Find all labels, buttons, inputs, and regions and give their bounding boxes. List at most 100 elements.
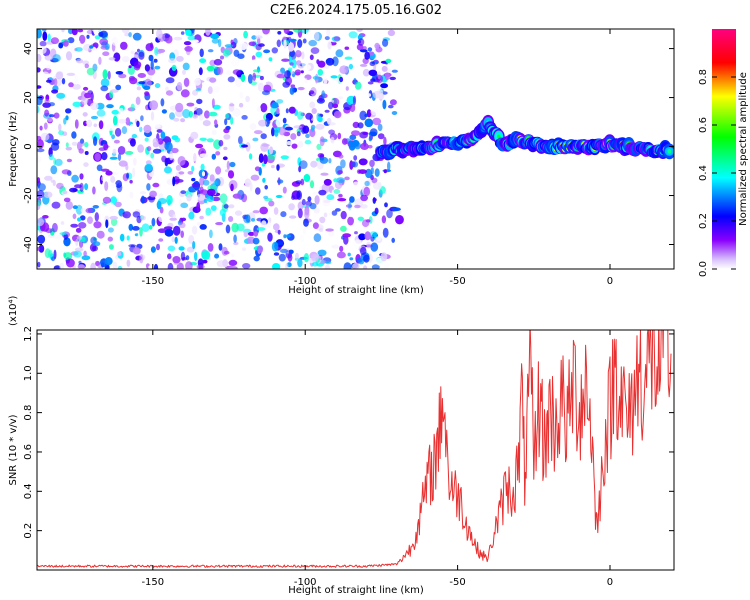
y-tick-label: 0.6 bbox=[23, 444, 34, 460]
noise-blob bbox=[182, 108, 191, 119]
noise-blob bbox=[104, 181, 109, 192]
noise-blob bbox=[242, 263, 251, 269]
noise-blob bbox=[300, 178, 305, 186]
noise-blob bbox=[37, 177, 41, 184]
noise-blob bbox=[261, 162, 266, 167]
noise-blob bbox=[316, 143, 322, 150]
noise-blob bbox=[381, 215, 387, 224]
noise-blob bbox=[263, 154, 268, 165]
noise-blob bbox=[354, 142, 361, 150]
noise-blob bbox=[224, 118, 228, 126]
noise-blob bbox=[303, 174, 311, 182]
noise-blob bbox=[383, 136, 387, 146]
noise-blob bbox=[79, 138, 85, 144]
noise-blob bbox=[37, 246, 40, 251]
noise-blob bbox=[167, 262, 174, 269]
noise-blob bbox=[111, 36, 118, 46]
noise-blob bbox=[82, 112, 88, 117]
noise-blob bbox=[283, 39, 287, 49]
y-tick-label: -20 bbox=[23, 187, 34, 203]
noise-blob bbox=[164, 228, 174, 237]
noise-blob bbox=[234, 210, 243, 216]
noise-blob bbox=[354, 204, 361, 209]
noise-blob bbox=[348, 207, 355, 218]
noise-blob bbox=[297, 208, 303, 219]
noise-blob bbox=[107, 70, 111, 80]
noise-blob bbox=[245, 95, 250, 103]
noise-blob bbox=[229, 103, 235, 107]
noise-blob bbox=[389, 76, 397, 81]
noise-blob bbox=[110, 175, 116, 183]
noise-blob bbox=[192, 114, 199, 119]
noise-blob bbox=[199, 215, 204, 220]
noise-blob bbox=[285, 234, 292, 238]
spectrogram-y-label: Frequency (Hz) bbox=[8, 111, 19, 187]
noise-blob bbox=[231, 253, 235, 258]
noise-blob bbox=[146, 76, 153, 80]
noise-blob bbox=[344, 46, 350, 50]
noise-blob bbox=[255, 43, 262, 51]
noise-blob bbox=[117, 265, 123, 269]
noise-blob bbox=[83, 43, 92, 52]
noise-blob bbox=[180, 251, 186, 261]
noise-blob bbox=[251, 218, 256, 222]
noise-blob bbox=[191, 165, 195, 172]
noise-blob bbox=[260, 103, 268, 113]
noise-blob bbox=[152, 137, 159, 146]
noise-blob bbox=[126, 235, 130, 241]
noise-blob bbox=[152, 124, 161, 128]
noise-blob bbox=[63, 117, 67, 125]
figure-title: C2E6.2024.175.05.16.G02 bbox=[270, 3, 442, 18]
noise-blob bbox=[56, 92, 66, 99]
noise-blob bbox=[90, 102, 99, 111]
noise-blob bbox=[352, 262, 360, 269]
noise-blob bbox=[71, 174, 79, 183]
noise-blob bbox=[360, 204, 368, 209]
noise-blob bbox=[132, 226, 140, 231]
noise-blob bbox=[337, 132, 342, 140]
noise-blob bbox=[191, 182, 201, 188]
noise-blob bbox=[209, 174, 215, 182]
noise-blob bbox=[227, 170, 235, 179]
noise-blob bbox=[241, 144, 248, 148]
noise-blob bbox=[84, 183, 89, 191]
noise-blob bbox=[332, 103, 339, 109]
noise-blob bbox=[229, 161, 236, 168]
noise-blob bbox=[360, 194, 368, 202]
x-tick-label: -100 bbox=[294, 276, 317, 287]
noise-blob bbox=[359, 131, 368, 139]
noise-blob bbox=[37, 53, 42, 63]
noise-blob bbox=[211, 196, 221, 202]
noise-blob bbox=[213, 180, 218, 186]
noise-blob bbox=[341, 235, 345, 240]
noise-blob bbox=[98, 56, 102, 65]
noise-blob bbox=[206, 195, 215, 203]
noise-blob bbox=[141, 223, 150, 232]
noise-blob bbox=[308, 39, 318, 47]
noise-blob bbox=[145, 43, 154, 52]
noise-blob bbox=[359, 110, 367, 121]
noise-blob bbox=[367, 47, 373, 52]
noise-blob bbox=[37, 199, 42, 207]
noise-blob bbox=[199, 48, 204, 58]
noise-blob bbox=[384, 72, 390, 81]
noise-blob bbox=[348, 141, 356, 151]
noise-blob bbox=[321, 90, 326, 99]
noise-blob bbox=[198, 114, 204, 121]
noise-blob bbox=[368, 136, 372, 142]
noise-blob bbox=[99, 30, 108, 38]
noise-blob bbox=[115, 84, 122, 91]
noise-blob bbox=[74, 119, 79, 129]
noise-blob bbox=[320, 172, 329, 176]
noise-blob bbox=[185, 255, 190, 261]
noise-blob bbox=[211, 38, 220, 44]
noise-blob bbox=[257, 37, 261, 45]
colorbar-gradient bbox=[712, 29, 736, 269]
noise-blob bbox=[296, 131, 301, 137]
noise-blob bbox=[94, 35, 101, 40]
noise-blob bbox=[201, 250, 211, 260]
noise-blob bbox=[330, 136, 335, 144]
y-tick-label: 1.0 bbox=[23, 365, 34, 381]
noise-blob bbox=[245, 142, 251, 152]
noise-blob bbox=[372, 117, 382, 126]
